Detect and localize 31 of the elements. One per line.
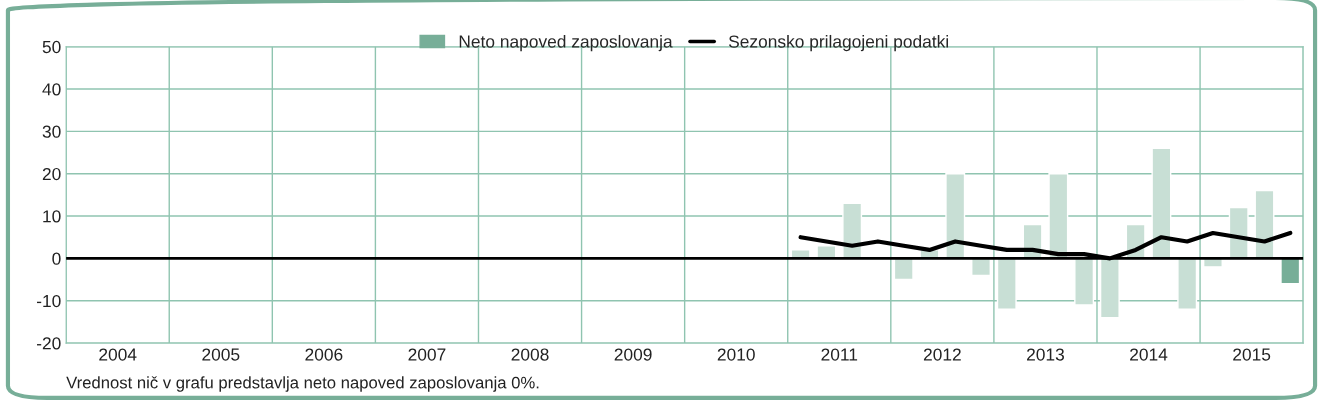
legend-label: Neto napoved zaposlovanja xyxy=(459,34,673,52)
y-tick-label: 30 xyxy=(42,125,61,138)
y-tick-label: -10 xyxy=(36,294,61,308)
x-tick-label: 2012 xyxy=(923,348,961,361)
x-tick-label: 2010 xyxy=(717,348,755,361)
bar xyxy=(1151,147,1172,260)
y-tick-label: 10 xyxy=(43,210,61,223)
y-tick-label: 50 xyxy=(42,40,61,54)
x-tick-label: 2008 xyxy=(511,348,549,361)
legend-label: Sezonsko prilagojeni podatki xyxy=(728,34,948,52)
x-tick-label: 2014 xyxy=(1130,348,1168,361)
x-tick-label: 2015 xyxy=(1233,348,1271,361)
y-tick-label: -20 xyxy=(36,337,61,350)
x-tick-label: 2006 xyxy=(305,348,343,361)
bar xyxy=(1048,173,1069,260)
x-tick-label: 2007 xyxy=(408,348,446,361)
x-tick-label: 2009 xyxy=(614,348,652,361)
x-tick-label: 2011 xyxy=(821,348,858,361)
x-tick-label: 2005 xyxy=(202,348,240,361)
y-tick-label: 0 xyxy=(52,252,61,265)
y-tick-label: 20 xyxy=(42,167,61,181)
bar xyxy=(1280,257,1301,285)
bar xyxy=(1177,257,1198,310)
y-tick-label: 40 xyxy=(42,83,61,96)
x-tick-label: 2013 xyxy=(1027,348,1064,361)
text: Vrednost nič v grafu predstavlja neto napoved zaposlovanja 0%. xyxy=(66,376,539,392)
bar xyxy=(1099,257,1120,319)
bar xyxy=(1074,257,1095,306)
x-tick-label: 2004 xyxy=(99,348,137,361)
bar xyxy=(945,173,966,260)
bar xyxy=(996,257,1017,310)
